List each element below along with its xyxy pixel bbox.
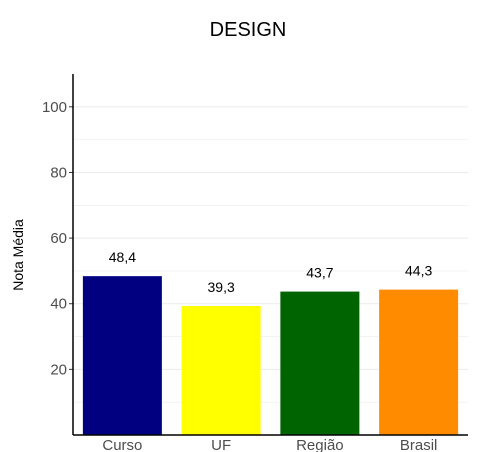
x-tick-label: Brasil [400, 437, 438, 452]
y-tick-label: 60 [50, 230, 67, 247]
data-label: 43,7 [306, 265, 333, 281]
bars [82, 276, 459, 435]
data-label: 48,4 [109, 249, 136, 265]
x-tick-label: UF [211, 437, 231, 452]
data-labels: 48,4 39,3 43,7 44,3 [109, 249, 433, 295]
data-label: 39,3 [208, 279, 235, 295]
y-axis-label: Nota Média [10, 219, 26, 291]
y-tick-label: 100 [42, 99, 67, 116]
x-ticks: Curso UF Região Brasil [102, 437, 437, 452]
bar [181, 306, 261, 435]
y-tick-label: 40 [50, 296, 67, 313]
y-tick-label: 80 [50, 164, 67, 181]
x-tick-label: Curso [102, 437, 142, 452]
y-ticks: 20 40 60 80 100 [42, 99, 73, 378]
bar [379, 289, 459, 435]
bar [82, 276, 162, 435]
axes [72, 74, 468, 436]
x-tick-label: Região [296, 437, 344, 452]
bar [280, 291, 360, 435]
chart-title: DESIGN [210, 19, 287, 41]
data-label: 44,3 [405, 263, 432, 279]
y-tick-label: 20 [50, 361, 67, 378]
